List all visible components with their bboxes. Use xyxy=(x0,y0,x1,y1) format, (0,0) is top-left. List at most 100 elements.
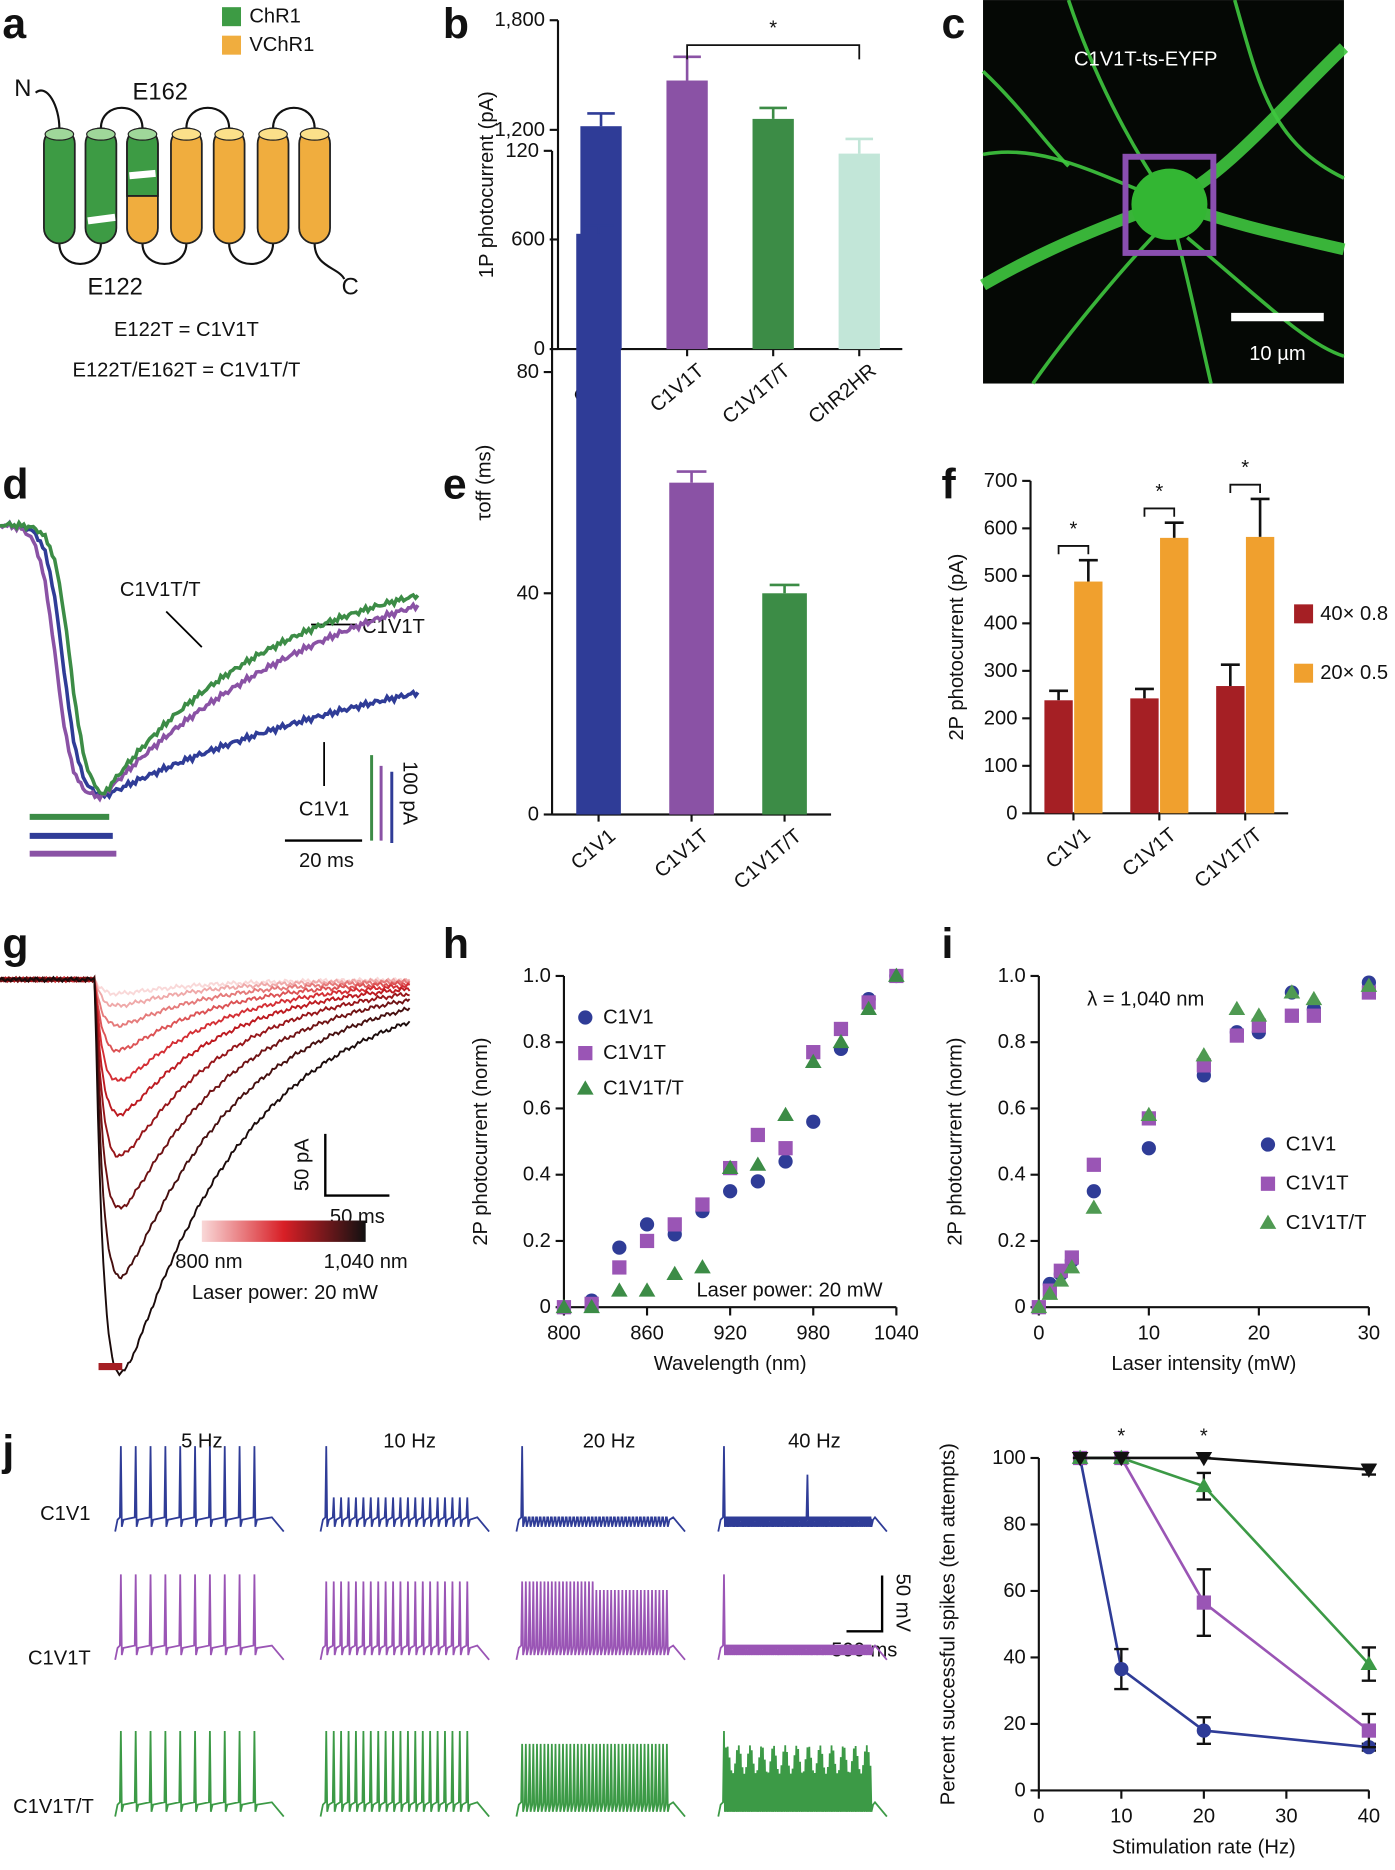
trace-label: C1V1T/T xyxy=(120,579,201,601)
series-line xyxy=(1078,1457,1370,1749)
marker xyxy=(723,1184,738,1199)
y-tick-label: 1,800 xyxy=(494,9,544,31)
helix xyxy=(212,127,246,245)
panel-label: d xyxy=(2,460,28,508)
y-tick-label: 0.8 xyxy=(998,1031,1026,1053)
x-tick-label: 30 xyxy=(1275,1806,1297,1828)
x-tick-label: 10 xyxy=(1110,1806,1132,1828)
marker xyxy=(832,1033,850,1049)
error-bar xyxy=(1049,689,1069,701)
significance: * xyxy=(1200,1426,1208,1448)
helix xyxy=(256,127,290,245)
marker xyxy=(1113,1452,1130,1467)
x-tick-label: 30 xyxy=(1358,1322,1380,1344)
y-axis-label: Percent successful spikes (ten attempts) xyxy=(938,1443,960,1805)
error-bar xyxy=(1250,497,1270,537)
current-trace xyxy=(0,519,420,796)
y-tick-label: 0.2 xyxy=(523,1230,551,1252)
marker xyxy=(1283,984,1301,999)
series-line xyxy=(1080,1456,1370,1665)
rate-label: 10 Hz xyxy=(383,1430,436,1452)
y-axis-label: 2P photocurrent (pA) xyxy=(946,554,968,741)
bar xyxy=(752,118,794,350)
x-tick-label: 20 xyxy=(1248,1322,1270,1344)
marker xyxy=(778,1154,793,1169)
neurite xyxy=(1233,0,1345,180)
current-trace xyxy=(0,519,420,803)
y-tick-label: 0.6 xyxy=(998,1097,1026,1119)
legend-label: C1V1T/T xyxy=(603,1078,684,1100)
marker xyxy=(833,1021,849,1037)
marker xyxy=(1196,1723,1211,1738)
color-bar-label: 800 nm xyxy=(175,1251,242,1273)
y-tick-label: 700 xyxy=(984,470,1018,492)
marker xyxy=(860,1000,877,1016)
y-tick-label: 600 xyxy=(984,517,1018,539)
legend-swatch xyxy=(1294,604,1314,624)
y-tick-label: 0.4 xyxy=(998,1164,1026,1186)
marker xyxy=(1306,1008,1321,1023)
panel-label: c xyxy=(941,0,965,48)
significance: * xyxy=(1070,518,1078,540)
marker xyxy=(778,1141,793,1156)
marker xyxy=(612,1260,627,1275)
roi-box xyxy=(1122,153,1217,256)
rate-label: 5 Hz xyxy=(181,1430,222,1452)
marker xyxy=(1360,1655,1378,1671)
x-tick-label: 860 xyxy=(630,1322,664,1344)
neuron xyxy=(980,0,1349,385)
helix-top xyxy=(171,127,202,141)
residue-label: E162 xyxy=(133,80,188,106)
x-tick-label: C1V1T/T xyxy=(719,360,795,429)
marker xyxy=(1360,1463,1378,1478)
legend-swatch xyxy=(1294,663,1314,683)
y-tick-label: 20 xyxy=(1003,1713,1025,1735)
trace-label: C1V1T xyxy=(362,616,425,638)
arrow xyxy=(165,610,203,648)
y-axis-label: τoff (ms) xyxy=(473,445,495,521)
y-tick-label: 400 xyxy=(984,612,1018,634)
x-tick-label: 40 xyxy=(1358,1806,1380,1828)
voltage-trace xyxy=(319,1446,490,1533)
helix xyxy=(84,127,118,245)
error-bar xyxy=(845,137,874,154)
y-tick-label: 0 xyxy=(1015,1779,1026,1801)
scale-bar xyxy=(846,1575,884,1633)
annotation: Laser power: 20 mW xyxy=(696,1280,882,1302)
error-bar xyxy=(583,224,614,234)
marker xyxy=(1063,1259,1081,1274)
y-tick-label: 300 xyxy=(984,660,1018,682)
helix-top xyxy=(86,127,116,141)
marker xyxy=(1284,1008,1299,1023)
significance: * xyxy=(1155,481,1163,503)
y-tick-label: 600 xyxy=(511,228,545,250)
y-tick-label: 40 xyxy=(517,582,539,604)
voltage-trace xyxy=(319,1581,490,1661)
scale-label: 50 mV xyxy=(891,1574,913,1633)
x-tick-label: C1V1T xyxy=(646,360,708,417)
helix-top xyxy=(299,127,330,141)
voltage-trace xyxy=(717,1446,888,1533)
marker xyxy=(750,1174,765,1189)
residue-label: E122 xyxy=(87,274,142,300)
marker xyxy=(1260,1137,1276,1152)
marker xyxy=(1141,1141,1156,1156)
y-axis-label: 2P photocurrent (norm) xyxy=(470,1037,492,1245)
rate-label: 20 Hz xyxy=(583,1430,636,1452)
bar xyxy=(1074,581,1103,814)
bar xyxy=(1216,686,1245,814)
neurite xyxy=(981,69,1070,168)
legend-label: C1V1T/T xyxy=(1286,1212,1367,1234)
helix xyxy=(298,127,331,245)
error-bar xyxy=(587,112,615,127)
panel-label: a xyxy=(2,0,27,48)
panel-label: b xyxy=(443,0,469,48)
x-tick-label: 980 xyxy=(796,1322,830,1344)
marker xyxy=(1195,1452,1213,1467)
soma xyxy=(1131,168,1208,240)
x-tick-label: C1V1T xyxy=(651,825,713,882)
x-tick-label: 0 xyxy=(1033,1322,1044,1344)
bar xyxy=(1160,537,1189,814)
